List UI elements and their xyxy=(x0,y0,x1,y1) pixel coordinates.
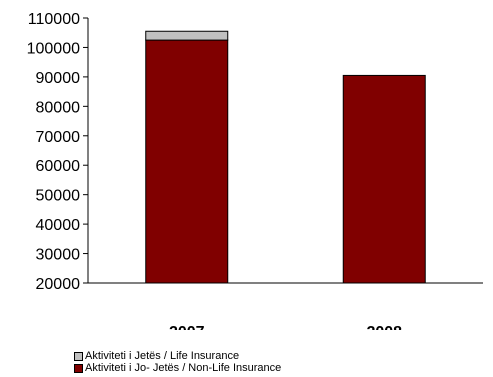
bar-2007-series-0 xyxy=(145,39,229,284)
x-category-label: 2008 xyxy=(366,324,402,330)
legend: Aktiviteti i Jetës / Life Insurance Akti… xyxy=(74,350,281,374)
y-axis: 20000 30000 40000 50000 60000 70000 80000 90000… xyxy=(27,11,483,293)
legend-label-life: Aktiviteti i Jetës / Life Insurance xyxy=(85,350,240,362)
x-category-label: 2007 xyxy=(169,324,205,330)
bar-2007-series-1 xyxy=(145,30,229,41)
y-tick-label: 110000 xyxy=(28,11,80,28)
x-axis-labels: 2007 2008 xyxy=(169,324,402,330)
y-tick-label: 50000 xyxy=(36,188,81,205)
bars xyxy=(145,30,426,284)
legend-label-nonlife: Aktiviteti i Jo- Jetës / Non-Life Insura… xyxy=(85,362,282,374)
y-tick-label: 40000 xyxy=(36,217,81,234)
y-tick-label: 30000 xyxy=(36,247,81,264)
chart-canvas: 20000 30000 40000 50000 60000 70000 80000 90000… xyxy=(27,11,483,330)
legend-item-life: Aktiviteti i Jetës / Life Insurance xyxy=(74,350,281,362)
y-tick-label: 90000 xyxy=(36,70,81,87)
y-tick-label: 60000 xyxy=(36,158,81,175)
bar-2008-series-0 xyxy=(342,74,426,284)
y-tick-label: 70000 xyxy=(36,129,81,146)
y-tick-label: 80000 xyxy=(36,99,81,116)
legend-swatch-nonlife xyxy=(74,363,83,373)
y-tick-label: 20000 xyxy=(36,276,81,293)
y-tick-label: 100000 xyxy=(27,40,80,57)
legend-item-nonlife: Aktiviteti i Jo- Jetës / Non-Life Insura… xyxy=(74,362,281,374)
legend-swatch-life xyxy=(74,351,83,361)
